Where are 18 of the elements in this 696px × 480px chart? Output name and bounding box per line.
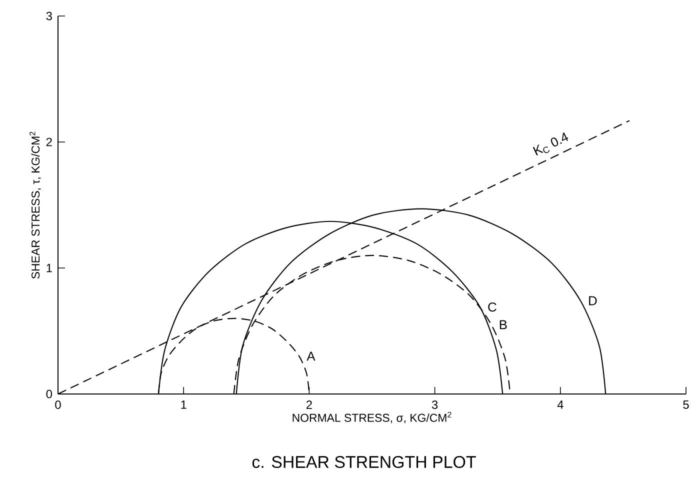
x-tick-label: 0 xyxy=(55,400,61,409)
y-tick-label: 2 xyxy=(46,138,52,146)
x-tick-label: 1 xyxy=(181,400,186,409)
y-tick-label: 0 xyxy=(46,390,52,398)
y-axis-title: SHEAR STRESS, τ, KG/CM$^{2}$ xyxy=(30,132,41,279)
x-tick-label: 3 xyxy=(432,400,438,409)
series-label: D xyxy=(589,296,597,306)
y-tick-label: 1 xyxy=(46,264,52,272)
x-tick-label: 2 xyxy=(306,400,312,409)
series-label: A xyxy=(306,352,316,361)
text: c. SHEAR STRENGTH PLOT xyxy=(252,456,476,468)
y-tick-label: 3 xyxy=(46,12,52,20)
x-tick-label: 5 xyxy=(683,400,689,409)
x-tick-label: 4 xyxy=(557,400,564,409)
text: K$_{C}$ 0.4 xyxy=(532,132,568,156)
series-label: C xyxy=(488,302,496,312)
series-label: B xyxy=(500,320,507,330)
x-axis-title: NORMAL STRESS, σ, KG/CM$^{2}$ xyxy=(292,412,452,424)
